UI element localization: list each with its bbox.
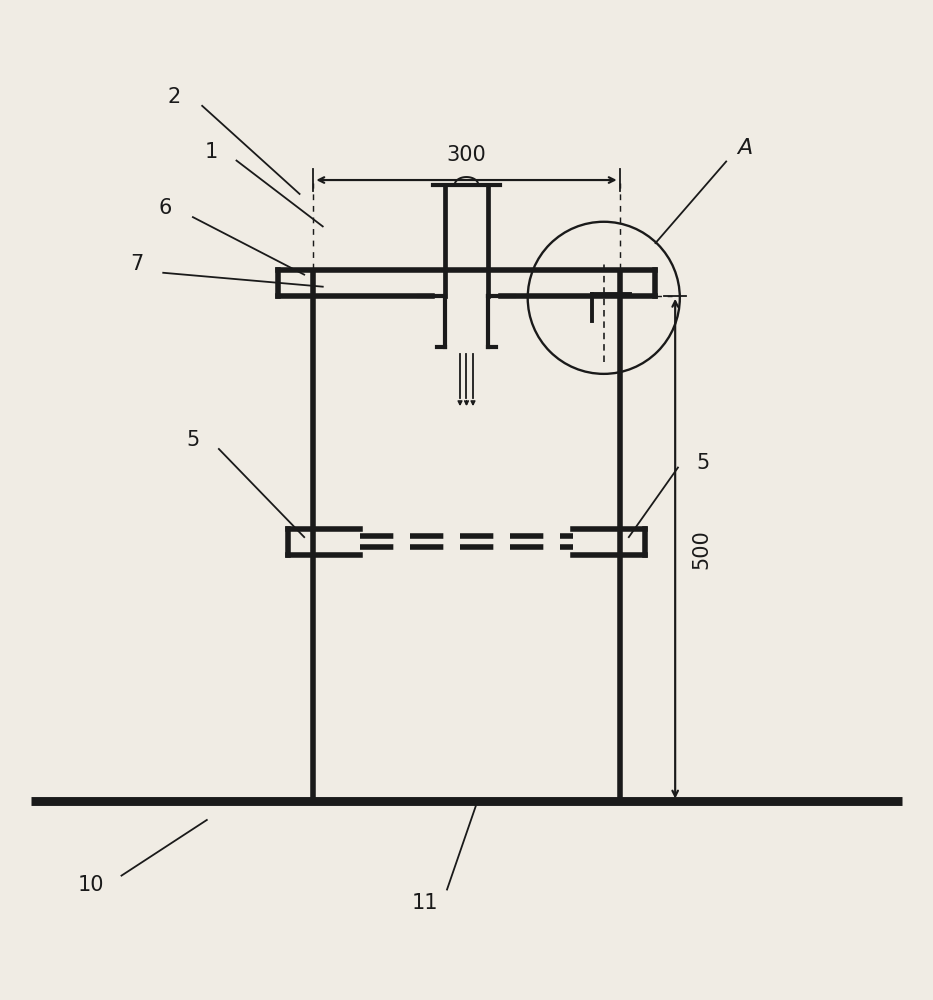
Text: 300: 300 (447, 145, 486, 165)
Text: 500: 500 (692, 529, 712, 569)
Text: 5: 5 (696, 453, 710, 473)
Text: 7: 7 (131, 254, 144, 274)
Text: 6: 6 (159, 198, 172, 218)
Text: 2: 2 (168, 87, 181, 107)
Text: 5: 5 (187, 430, 200, 450)
Text: A: A (737, 138, 752, 158)
Text: 1: 1 (205, 142, 218, 162)
Text: 10: 10 (77, 875, 104, 895)
Text: 11: 11 (411, 893, 438, 913)
